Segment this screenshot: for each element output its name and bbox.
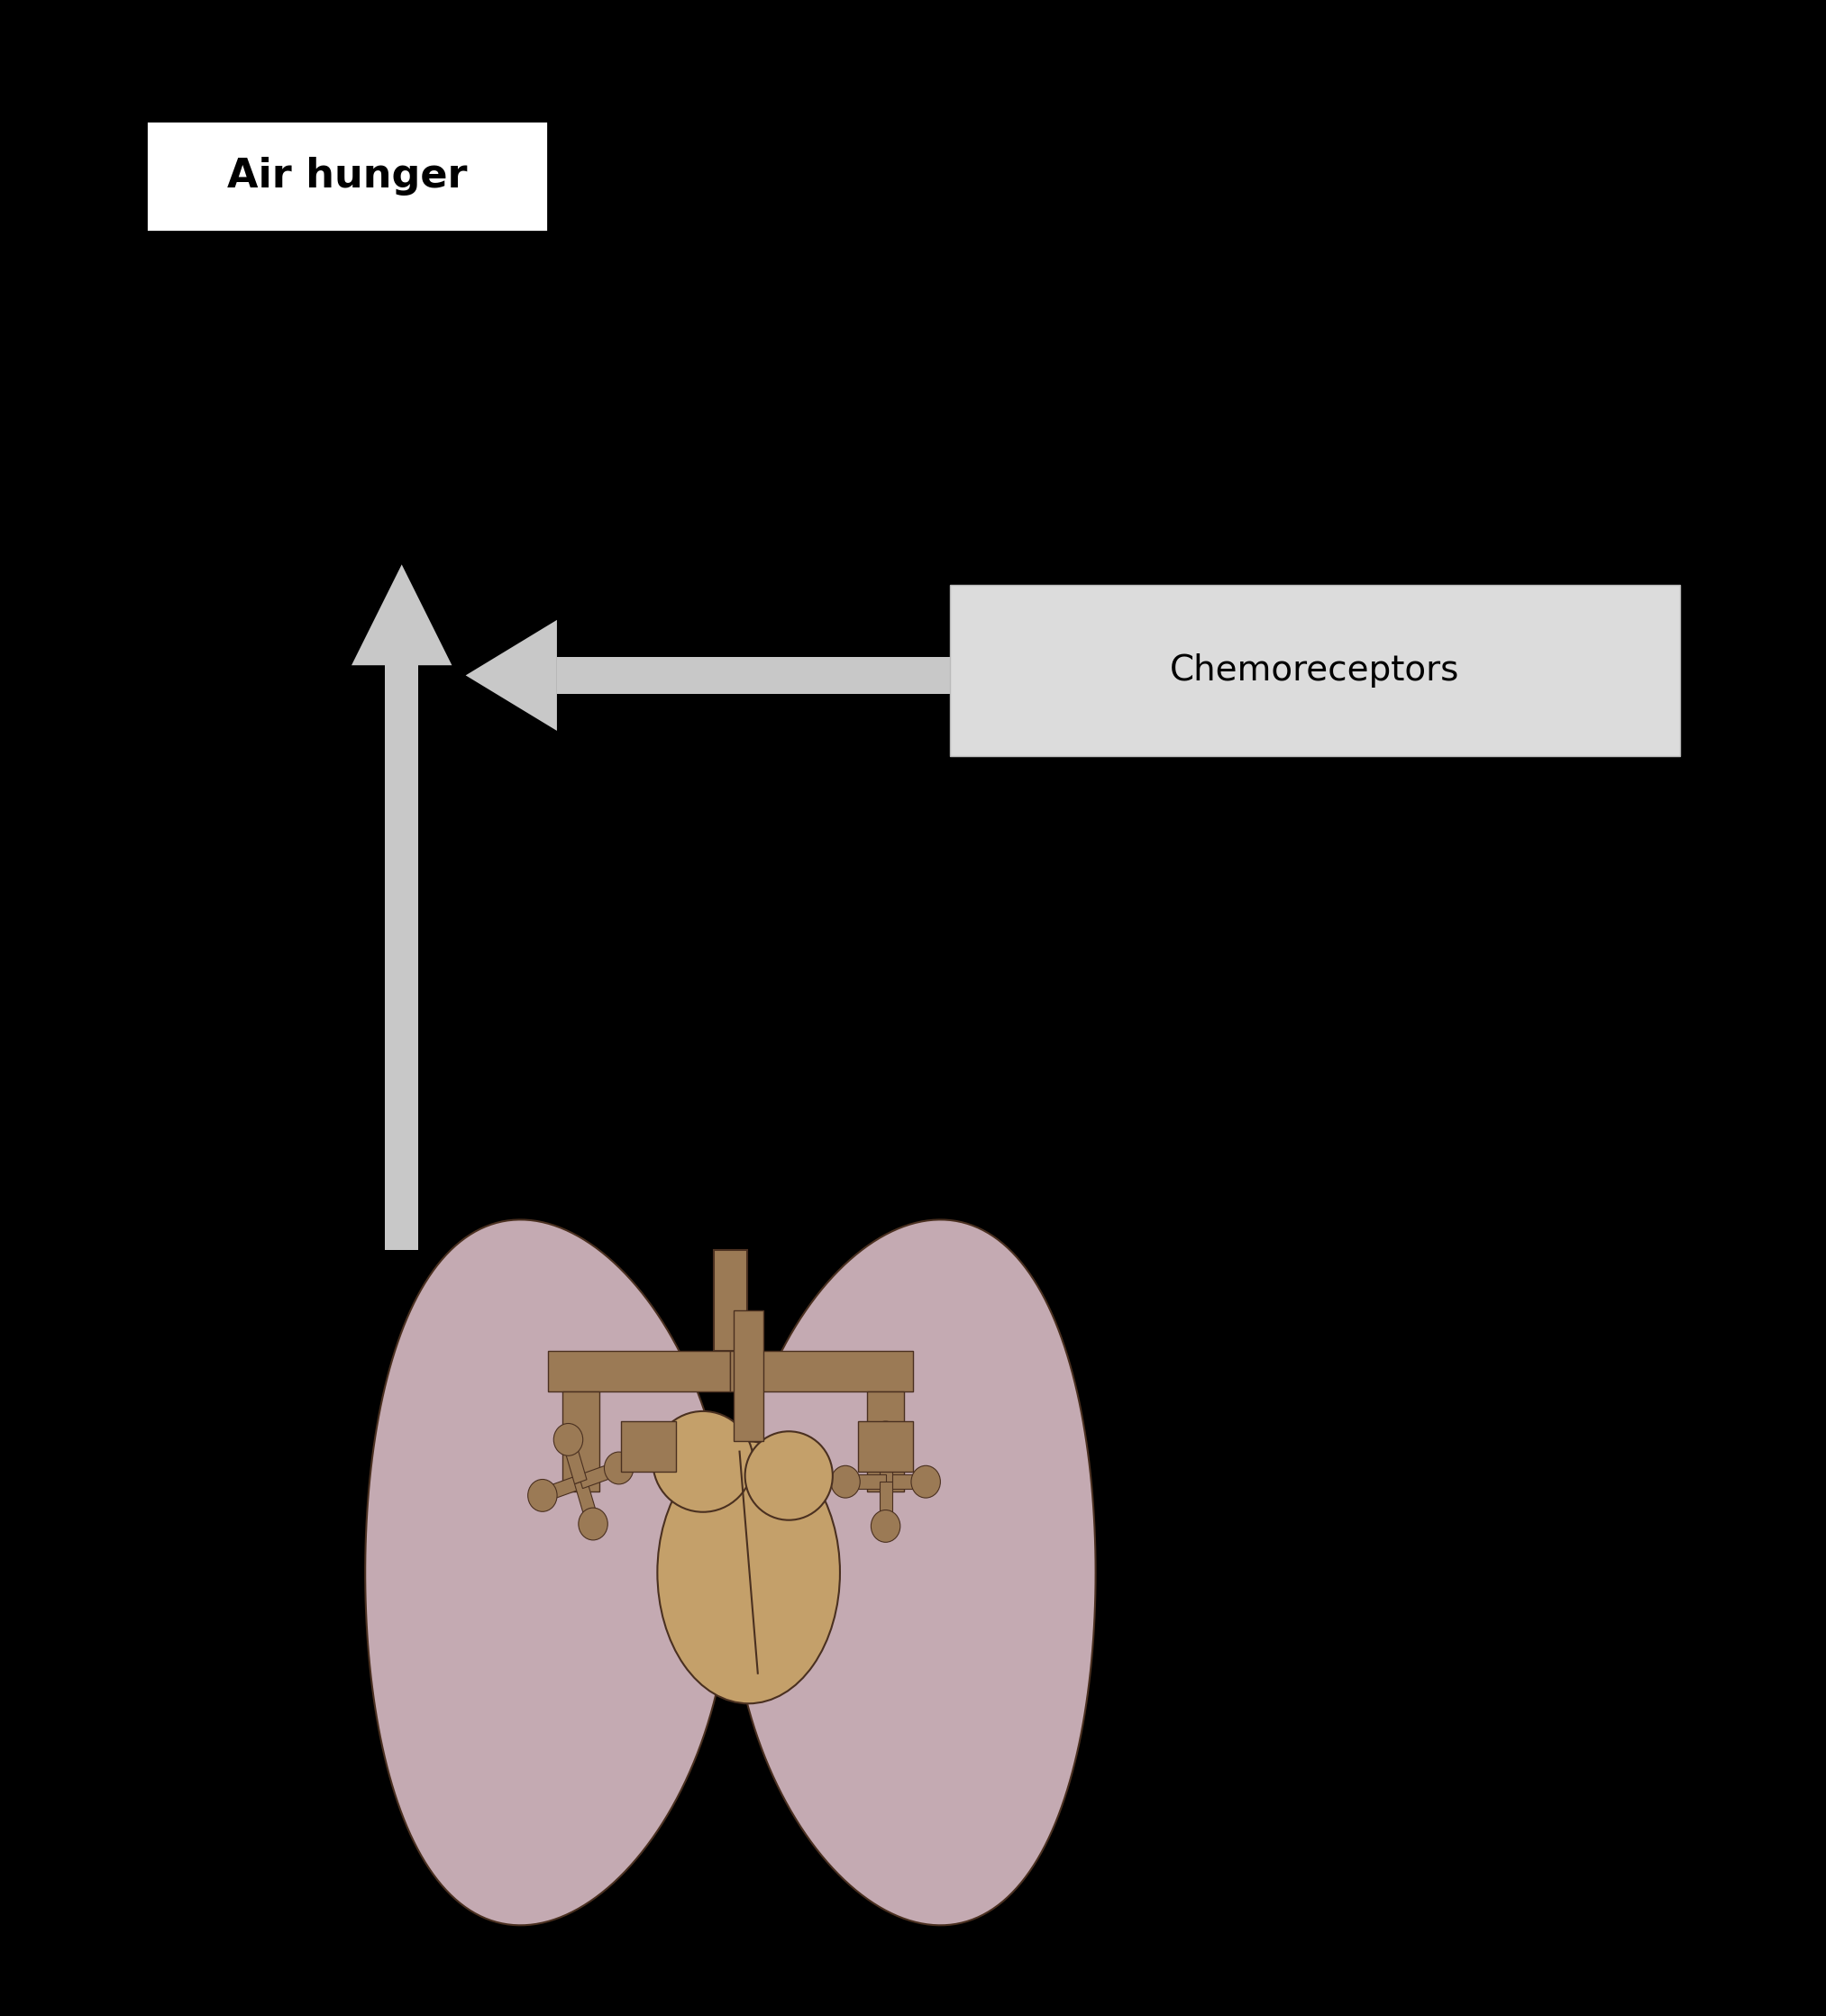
FancyBboxPatch shape xyxy=(548,1351,730,1391)
Polygon shape xyxy=(351,564,453,665)
Circle shape xyxy=(871,1421,900,1454)
FancyBboxPatch shape xyxy=(557,657,950,694)
Circle shape xyxy=(528,1480,557,1512)
Polygon shape xyxy=(880,1482,893,1526)
Text: Chemoreceptors: Chemoreceptors xyxy=(1170,653,1459,687)
Polygon shape xyxy=(466,621,557,730)
Polygon shape xyxy=(540,1476,582,1502)
Circle shape xyxy=(831,1466,860,1498)
Circle shape xyxy=(911,1466,940,1498)
FancyBboxPatch shape xyxy=(562,1391,599,1492)
Polygon shape xyxy=(880,1437,893,1482)
Circle shape xyxy=(604,1452,634,1484)
Text: Air hunger: Air hunger xyxy=(226,157,467,196)
Polygon shape xyxy=(562,1437,586,1484)
Polygon shape xyxy=(858,1421,913,1472)
FancyBboxPatch shape xyxy=(730,1351,913,1391)
Circle shape xyxy=(871,1510,900,1542)
Ellipse shape xyxy=(745,1431,833,1520)
Polygon shape xyxy=(579,1462,621,1488)
Circle shape xyxy=(579,1508,608,1540)
FancyBboxPatch shape xyxy=(867,1391,904,1492)
Polygon shape xyxy=(734,1310,763,1441)
Ellipse shape xyxy=(652,1411,752,1512)
Polygon shape xyxy=(845,1476,886,1488)
Polygon shape xyxy=(621,1421,676,1472)
FancyBboxPatch shape xyxy=(714,1250,747,1351)
FancyBboxPatch shape xyxy=(950,585,1680,756)
Polygon shape xyxy=(575,1480,599,1526)
Polygon shape xyxy=(365,1220,730,1925)
Circle shape xyxy=(553,1423,582,1456)
Ellipse shape xyxy=(657,1441,840,1704)
FancyBboxPatch shape xyxy=(385,665,418,1250)
Polygon shape xyxy=(730,1220,1096,1925)
Polygon shape xyxy=(886,1476,926,1488)
FancyBboxPatch shape xyxy=(146,121,548,232)
